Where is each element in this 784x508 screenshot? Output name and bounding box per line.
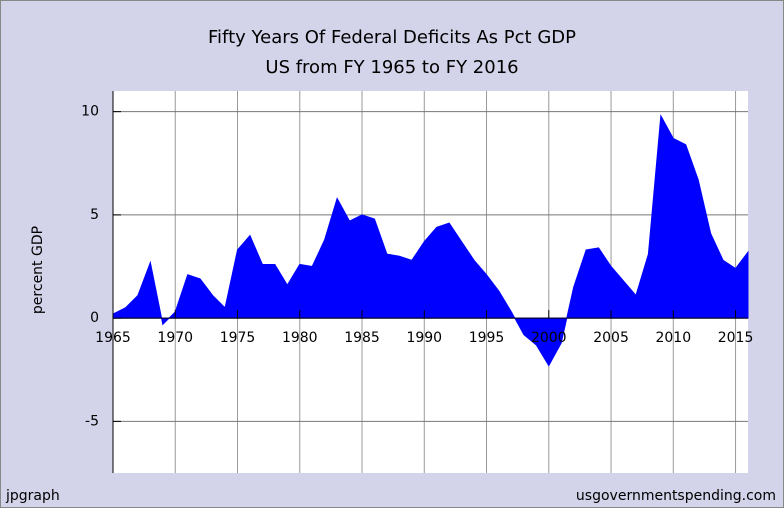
chart-title: Fifty Years Of Federal Deficits As Pct G… [208, 27, 576, 48]
x-tick-label: 2010 [655, 330, 691, 346]
x-tick-label: 2015 [718, 330, 754, 346]
footer-right: usgovernmentspending.com [576, 488, 776, 504]
y-tick-label: 0 [90, 310, 99, 326]
x-tick-label: 2000 [531, 330, 567, 346]
x-tick-label: 1980 [282, 330, 318, 346]
x-tick-label: 1970 [157, 330, 193, 346]
x-tick-label: 1965 [95, 330, 131, 346]
x-tick-label: 1990 [406, 330, 442, 346]
y-axis-label: percent GDP [30, 226, 46, 314]
area [112, 114, 749, 367]
y-tick-label: 10 [81, 104, 99, 120]
chart-subtitle: US from FY 1965 to FY 2016 [265, 57, 518, 78]
footer-left: jpgraph [5, 488, 60, 504]
x-tick-label: 1975 [220, 330, 256, 346]
y-tick-label: 5 [90, 207, 99, 223]
x-tick-label: 1995 [469, 330, 505, 346]
x-tick-label: 2005 [593, 330, 629, 346]
y-tick-label: -5 [85, 413, 99, 429]
x-tick-label: 1985 [344, 330, 380, 346]
